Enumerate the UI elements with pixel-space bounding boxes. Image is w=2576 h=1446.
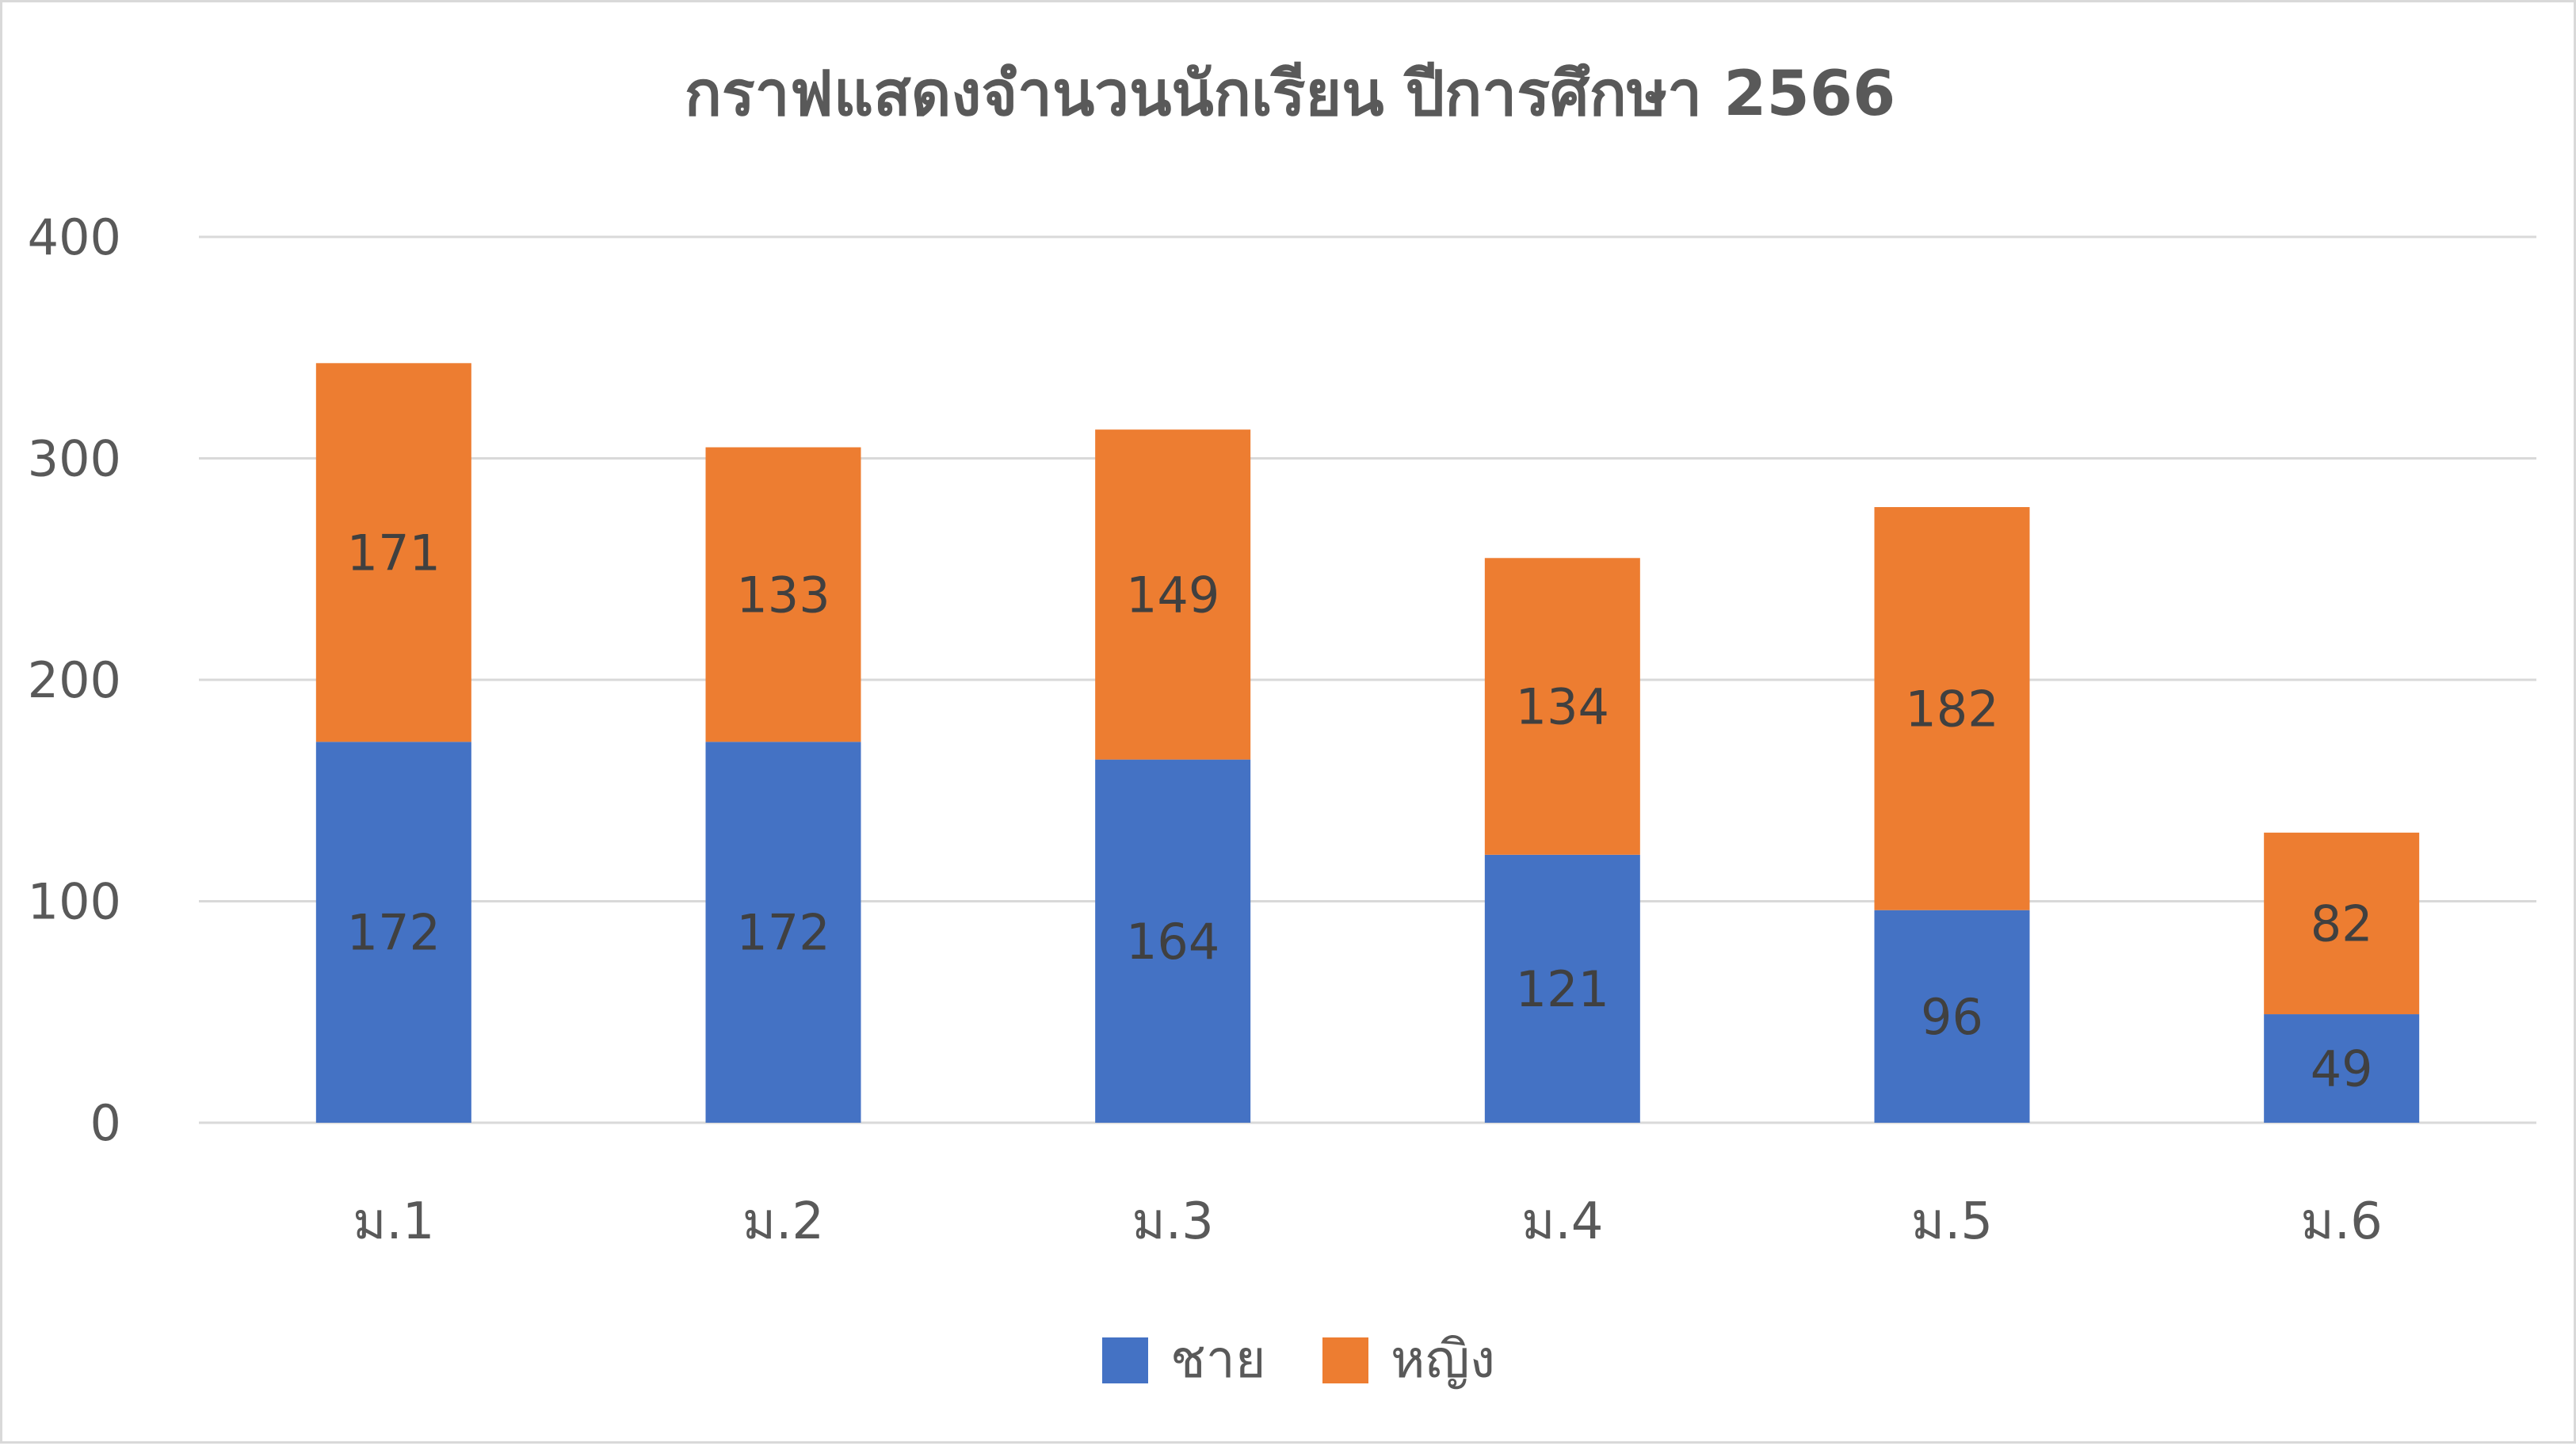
y-tick-label: 0 bbox=[90, 1094, 121, 1152]
data-label: 49 bbox=[2311, 1040, 2373, 1098]
data-label: 133 bbox=[736, 566, 830, 624]
data-label: 172 bbox=[736, 904, 830, 962]
bars bbox=[315, 363, 2420, 1123]
legend: ชาย หญิง bbox=[1102, 1329, 1495, 1390]
legend-swatch bbox=[1322, 1337, 1368, 1383]
x-tick-label: ม.2 bbox=[742, 1192, 824, 1251]
data-label: 82 bbox=[2311, 895, 2373, 952]
bar-segment bbox=[1095, 759, 1251, 1123]
data-label: 149 bbox=[1126, 566, 1219, 624]
data-label: 134 bbox=[1516, 678, 1609, 736]
gridlines bbox=[199, 235, 2536, 1124]
legend-item: ชาย bbox=[1102, 1329, 1266, 1390]
legend-label: ชาย bbox=[1170, 1329, 1266, 1390]
bar-segment bbox=[705, 742, 861, 1123]
x-tick-label: ม.5 bbox=[1911, 1192, 1993, 1251]
legend-swatch bbox=[1102, 1337, 1148, 1383]
y-tick-label: 400 bbox=[28, 208, 121, 266]
y-tick-label: 300 bbox=[28, 430, 121, 488]
bar-segment bbox=[315, 363, 471, 742]
y-tick-label: 100 bbox=[28, 873, 121, 931]
chart-title: กราฟแสดงจำนวนนักเรียน ปีการศึกษา 2566 bbox=[685, 59, 1896, 130]
x-tick-label: ม.4 bbox=[1521, 1192, 1603, 1251]
legend-label: หญิง bbox=[1391, 1329, 1495, 1390]
bar-segment bbox=[315, 742, 471, 1123]
x-tick-label: ม.1 bbox=[353, 1192, 434, 1251]
bar-segment bbox=[1874, 910, 2030, 1123]
bar-segment bbox=[2264, 832, 2420, 1015]
bar-segment bbox=[1874, 506, 2030, 910]
bar-segment bbox=[2264, 1014, 2420, 1123]
data-label: 182 bbox=[1905, 680, 1998, 738]
data-label: 164 bbox=[1126, 913, 1219, 971]
x-tick-label: ม.3 bbox=[1132, 1192, 1214, 1251]
y-tick-label: 200 bbox=[28, 651, 121, 709]
data-labels: 172 171 172 133 164 149 121 134 96 182 49 82 bbox=[347, 524, 2373, 1097]
data-label: 171 bbox=[347, 524, 441, 582]
legend-item: หญิง bbox=[1322, 1329, 1495, 1390]
data-label: 172 bbox=[347, 904, 441, 962]
bar-segment bbox=[1095, 429, 1251, 760]
data-label: 96 bbox=[1921, 988, 1983, 1046]
data-label: 121 bbox=[1516, 960, 1609, 1018]
bar-segment bbox=[1484, 854, 1640, 1123]
bar-segment bbox=[705, 447, 861, 742]
x-tick-label: ม.6 bbox=[2301, 1192, 2383, 1251]
x-axis: ม.1 ม.2 ม.3 ม.4 ม.5 ม.6 bbox=[353, 1192, 2383, 1251]
y-axis: 0 100 200 300 400 bbox=[28, 208, 121, 1152]
bar-segment bbox=[1484, 558, 1640, 855]
